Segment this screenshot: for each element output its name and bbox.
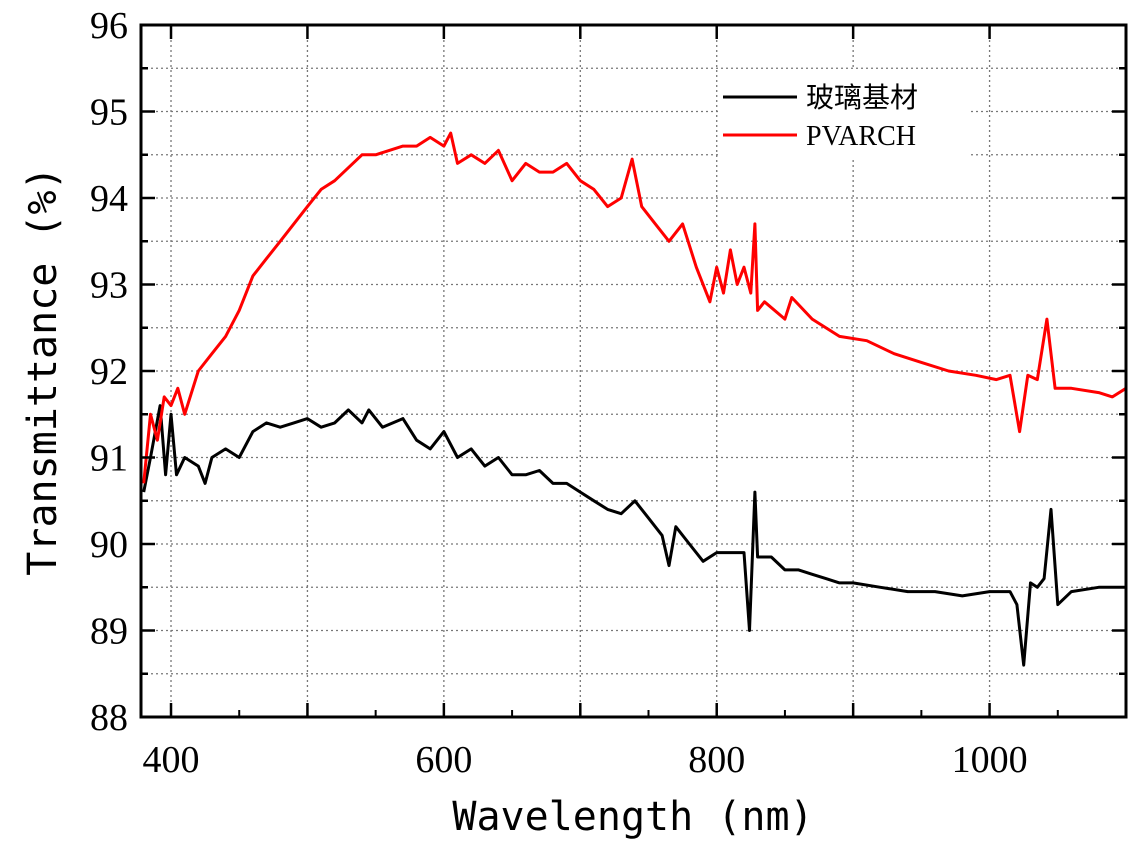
plot-frame (139, 23, 1128, 719)
y-axis-label: Transmittance (%) (20, 166, 66, 575)
y-tick-label: 94 (90, 178, 128, 220)
grid (141, 25, 1127, 717)
y-tick-label: 92 (90, 351, 128, 393)
y-tick-label: 95 (90, 92, 128, 134)
series-line-1 (142, 404, 1126, 667)
y-tick-label: 91 (90, 438, 128, 480)
x-tick-label: 1000 (952, 739, 1028, 781)
legend-label: PVARCH (806, 121, 916, 152)
x-axis-label: Wavelength (nm) (452, 794, 813, 840)
ticks (141, 23, 1128, 719)
y-tick-label: 96 (90, 5, 128, 47)
y-tick-label: 89 (90, 611, 128, 653)
y-tick-label: 93 (90, 265, 128, 307)
x-tick-label: 400 (143, 739, 200, 781)
legend-label: 玻璃基材 (806, 82, 918, 114)
legend: 玻璃基材 PVARCH (718, 70, 968, 160)
y-tick-label: 90 (90, 524, 128, 566)
y-tick-label: 88 (90, 697, 128, 739)
x-tick-label: 600 (415, 739, 472, 781)
series-line-2 (142, 131, 1127, 484)
x-tick-label: 800 (688, 739, 745, 781)
series-group (142, 131, 1127, 667)
tick-labels: 400 600 800 1000 88 89 90 91 92 93 94 95 96 (90, 5, 1028, 781)
